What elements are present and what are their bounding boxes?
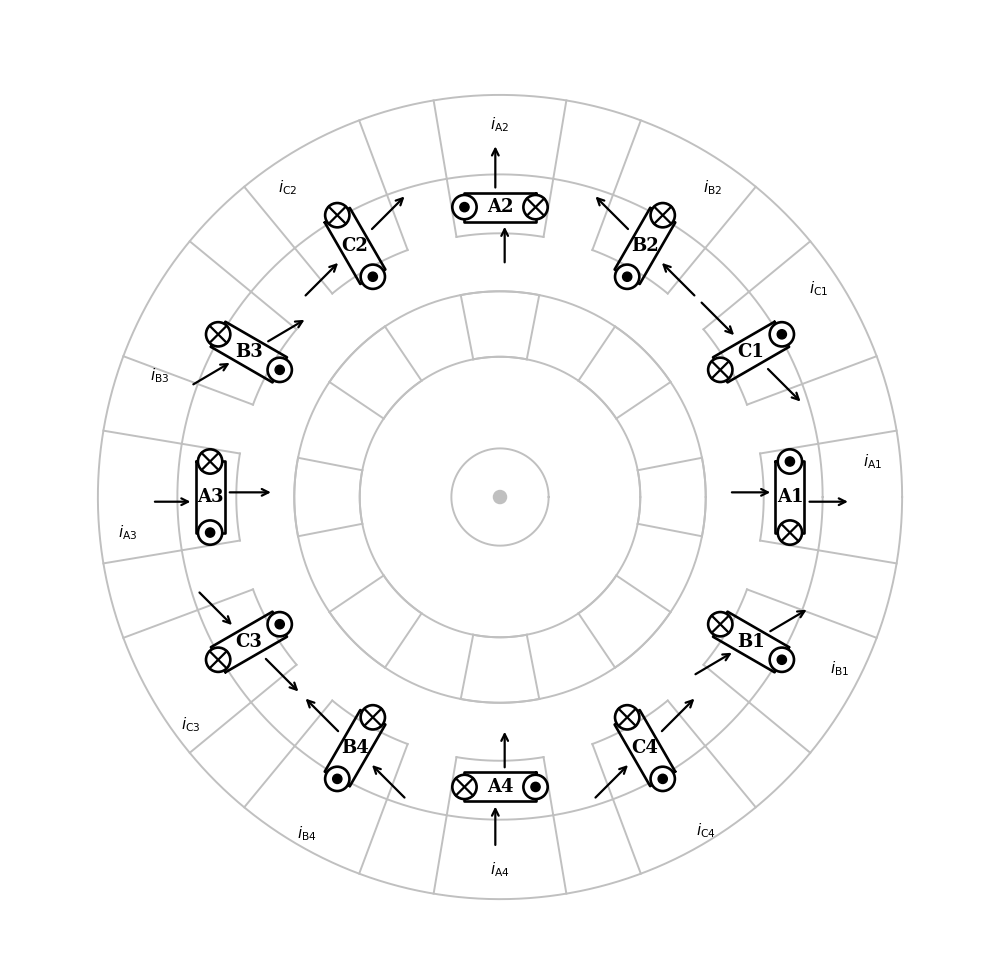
- Circle shape: [770, 322, 794, 347]
- Circle shape: [206, 322, 230, 347]
- Circle shape: [205, 528, 215, 537]
- Text: $i_{\mathrm{C3}}$: $i_{\mathrm{C3}}$: [181, 715, 201, 733]
- Circle shape: [708, 357, 732, 382]
- Text: A1: A1: [777, 488, 803, 506]
- Text: $i_{\mathrm{B3}}$: $i_{\mathrm{B3}}$: [150, 366, 170, 384]
- Text: $i_{\mathrm{C1}}$: $i_{\mathrm{C1}}$: [809, 279, 828, 298]
- Circle shape: [275, 619, 284, 629]
- Circle shape: [708, 612, 732, 637]
- Circle shape: [333, 774, 342, 783]
- Circle shape: [615, 705, 639, 729]
- Circle shape: [325, 203, 349, 227]
- Circle shape: [785, 457, 795, 467]
- Circle shape: [268, 612, 292, 637]
- Circle shape: [268, 357, 292, 382]
- Text: $i_{\mathrm{A1}}$: $i_{\mathrm{A1}}$: [863, 452, 882, 470]
- Circle shape: [493, 491, 507, 503]
- Text: C1: C1: [738, 343, 764, 361]
- Circle shape: [651, 203, 675, 227]
- Text: A3: A3: [197, 488, 223, 506]
- Circle shape: [198, 521, 222, 545]
- Text: B4: B4: [341, 739, 369, 757]
- Circle shape: [651, 767, 675, 791]
- Circle shape: [275, 365, 284, 375]
- Circle shape: [531, 782, 540, 791]
- Circle shape: [777, 655, 786, 665]
- Text: C2: C2: [342, 237, 368, 255]
- Circle shape: [778, 521, 802, 545]
- Circle shape: [206, 647, 230, 672]
- Text: $i_{\mathrm{A4}}$: $i_{\mathrm{A4}}$: [490, 860, 510, 878]
- Text: B1: B1: [737, 633, 765, 651]
- Circle shape: [623, 272, 632, 281]
- Circle shape: [523, 195, 548, 219]
- Circle shape: [460, 203, 469, 212]
- Text: C4: C4: [632, 739, 658, 757]
- Text: $i_{\mathrm{B4}}$: $i_{\mathrm{B4}}$: [297, 825, 316, 843]
- Text: B3: B3: [235, 343, 263, 361]
- Text: $i_{\mathrm{C2}}$: $i_{\mathrm{C2}}$: [278, 179, 297, 197]
- Text: $i_{\mathrm{B2}}$: $i_{\mathrm{B2}}$: [703, 179, 722, 197]
- Circle shape: [658, 774, 667, 783]
- Text: C3: C3: [236, 633, 262, 651]
- Circle shape: [198, 449, 222, 473]
- Circle shape: [361, 705, 385, 729]
- Circle shape: [770, 647, 794, 672]
- Circle shape: [368, 272, 377, 281]
- Circle shape: [325, 767, 349, 791]
- Circle shape: [452, 775, 477, 799]
- Text: $i_{\mathrm{A2}}$: $i_{\mathrm{A2}}$: [490, 116, 510, 134]
- Circle shape: [778, 449, 802, 473]
- Text: $i_{\mathrm{B1}}$: $i_{\mathrm{B1}}$: [830, 659, 850, 677]
- Text: B2: B2: [631, 237, 659, 255]
- Circle shape: [361, 265, 385, 289]
- Circle shape: [523, 775, 548, 799]
- Circle shape: [452, 195, 477, 219]
- Text: A4: A4: [487, 778, 513, 796]
- Text: $i_{\mathrm{A3}}$: $i_{\mathrm{A3}}$: [118, 524, 138, 542]
- Text: A2: A2: [487, 198, 513, 216]
- Text: $i_{\mathrm{C4}}$: $i_{\mathrm{C4}}$: [696, 821, 716, 839]
- Circle shape: [615, 265, 639, 289]
- Circle shape: [777, 329, 786, 339]
